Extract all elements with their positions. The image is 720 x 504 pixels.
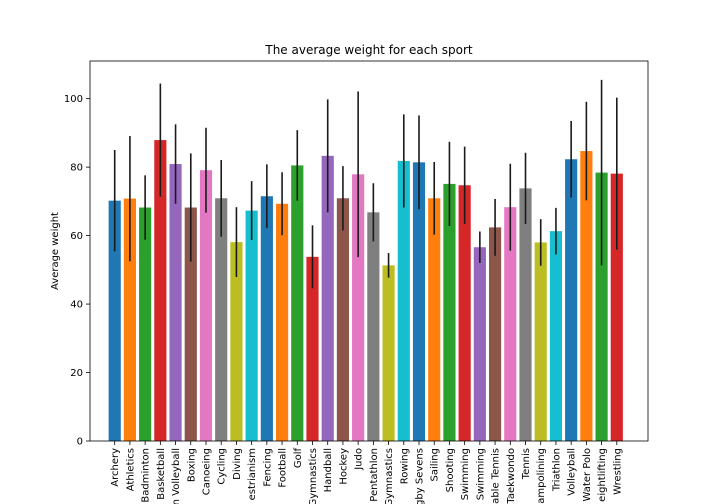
x-tick-label: Handball <box>323 448 334 492</box>
x-tick-label: ampolining <box>536 448 547 504</box>
plot-frame <box>89 60 649 442</box>
error-bars-group <box>113 79 618 289</box>
x-tick-label: Triathlon <box>551 448 562 492</box>
bar-sailing <box>428 198 441 441</box>
x-tick-label: Sailing <box>430 448 441 482</box>
bar-weightlifting <box>595 172 608 441</box>
bars-group <box>108 140 623 442</box>
bar-modern-pentathlon <box>367 212 380 441</box>
chart-title: The average weight for each sport <box>264 43 473 57</box>
x-tick-label: n Volleyball <box>171 448 182 504</box>
bar-golf <box>291 165 304 441</box>
x-tick-label: eightlifting <box>597 448 608 502</box>
x-tick-label: Hockey <box>338 448 349 485</box>
bar-swimming <box>458 185 471 441</box>
bar-triathlon <box>549 231 563 441</box>
y-tick-label: 100 <box>64 94 83 105</box>
x-tick-label: Cycling <box>217 448 228 485</box>
x-tick-label: Water Polo <box>582 448 593 501</box>
x-tick-label: Swimming <box>475 448 486 500</box>
x-tick-label: Swimming <box>460 448 471 500</box>
bar-handball <box>321 155 334 441</box>
bar-cycling <box>215 198 228 441</box>
y-tick-label: 0 <box>77 437 83 448</box>
x-tick-label: Boxing <box>186 448 197 482</box>
bar-equestrianism <box>245 210 258 441</box>
y-tick-label: 80 <box>70 163 83 174</box>
x-tick-label: Badminton <box>141 448 152 503</box>
bar-water-polo <box>580 151 593 442</box>
x-tick-label: Pentathlon <box>369 448 380 502</box>
y-tick-label: 20 <box>70 368 83 379</box>
x-tick-label: Football <box>278 448 289 488</box>
bar-canoeing <box>199 170 213 441</box>
bar-fencing <box>260 196 273 441</box>
x-tick-label: Canoeing <box>201 448 212 495</box>
bar-hockey <box>336 198 350 441</box>
bar-wrestling <box>610 173 623 441</box>
y-axis-label: Average weight <box>50 212 61 290</box>
bar-boxing <box>184 207 197 441</box>
x-tick-label: estrianism <box>247 448 258 500</box>
x-tick-label: Judo <box>354 448 365 471</box>
y-axis: 0 20 40 60 80 100 <box>64 94 90 448</box>
x-tick-label: Gymnastics <box>308 448 319 504</box>
bar-beach-volleyball <box>169 164 182 442</box>
bar-taekwondo <box>504 207 517 441</box>
bar-shooting <box>443 183 456 441</box>
x-tick-label: Taekwondo <box>506 448 517 504</box>
x-tick-label: Volleyball <box>567 448 578 496</box>
bar-diving <box>230 242 243 441</box>
bar-badminton <box>139 207 152 441</box>
bar-tennis <box>519 188 532 441</box>
x-tick-label: Athletics <box>125 448 136 491</box>
bar-football <box>275 203 289 441</box>
bar-volleyball <box>565 159 578 441</box>
x-tick-label: Tennis <box>521 448 532 480</box>
x-axis: Archery Athletics Badminton Basketball n Vol… <box>110 441 623 504</box>
bar-rugby-sevens <box>412 162 426 441</box>
bar-archery <box>108 200 121 441</box>
x-tick-label: Diving <box>232 448 243 480</box>
bar-athletics <box>123 198 136 441</box>
x-tick-label: Archery <box>110 448 121 487</box>
bar-basketball <box>154 140 167 441</box>
bar-rowing <box>397 160 410 441</box>
x-tick-label: Fencing <box>262 448 273 487</box>
x-tick-label: Rowing <box>399 448 410 484</box>
y-tick-label: 60 <box>70 231 83 242</box>
x-tick-label: able Tennis <box>491 448 502 504</box>
bar-table-tennis <box>488 227 502 441</box>
bar-judo <box>352 174 365 441</box>
x-tick-label: Gymnastics <box>384 448 395 504</box>
x-tick-label: Wrestling <box>612 448 623 495</box>
x-tick-label: Shooting <box>445 448 456 492</box>
bar-trampolining <box>534 242 547 441</box>
y-tick-label: 40 <box>70 300 83 311</box>
x-tick-label: Basketball <box>156 448 167 500</box>
x-tick-label: Golf <box>293 448 304 469</box>
bar-rhythmic-gymnastics <box>382 265 395 441</box>
x-tick-label: gby Sevens <box>415 448 426 504</box>
bar-synchronized-swimming <box>473 247 486 441</box>
bar-gymnastics <box>306 256 319 441</box>
